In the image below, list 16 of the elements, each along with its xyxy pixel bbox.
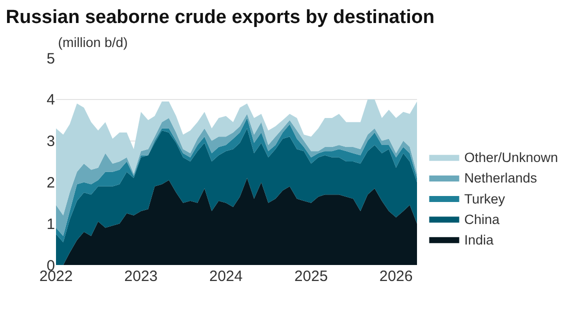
legend-label: India (464, 232, 494, 248)
x-tick-label: 2026 (379, 268, 413, 285)
chart-title: Russian seaborne crude exports by destination (6, 6, 434, 28)
y-tick-label: 2 (46, 174, 55, 192)
legend-label: Netherlands (464, 170, 538, 186)
y-tick-label: 1 (46, 216, 55, 233)
x-tick-label: 2025 (294, 268, 328, 285)
x-tick-label: 2023 (124, 268, 158, 285)
legend-label: Other/Unknown (464, 150, 558, 166)
y-tick-label: 5 (46, 50, 55, 68)
y-axis-title: (million b/d) (58, 35, 128, 50)
y-tick-label: 4 (46, 92, 55, 109)
legend-label: Turkey (464, 191, 506, 206)
y-tick-label: 3 (46, 133, 55, 150)
x-tick-label: 2024 (209, 268, 243, 285)
legend-label: China (464, 212, 500, 227)
